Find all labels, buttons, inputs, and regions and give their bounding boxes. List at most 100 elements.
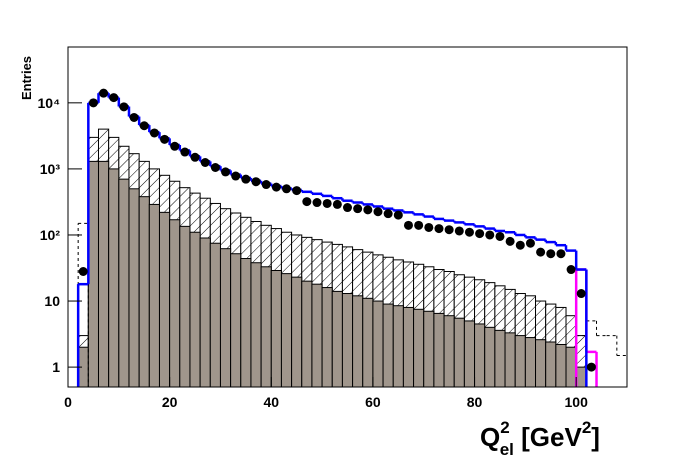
- x-tick-label: 40: [263, 394, 279, 410]
- filled-bar: [179, 225, 191, 387]
- plot-area: [76, 88, 627, 387]
- y-tick-label: 10: [44, 293, 60, 309]
- data-point: [210, 163, 220, 173]
- filled-bar: [97, 160, 110, 387]
- data-point: [536, 247, 546, 257]
- data-point: [495, 231, 505, 241]
- filled-bar: [433, 312, 445, 387]
- data-point: [88, 98, 98, 108]
- filled-bar: [392, 305, 404, 387]
- filled-bar: [240, 258, 252, 387]
- filled-bar: [199, 237, 211, 387]
- data-point: [332, 199, 342, 209]
- data-point: [373, 207, 383, 217]
- filled-bar: [413, 308, 425, 387]
- filled-bar: [108, 168, 120, 387]
- filled-bar: [260, 266, 272, 387]
- data-point: [221, 167, 231, 177]
- y-tick-label: 10²: [40, 227, 61, 243]
- data-point: [525, 238, 535, 248]
- data-point: [292, 186, 302, 196]
- filled-bar: [382, 303, 394, 387]
- filled-bar: [484, 326, 496, 387]
- filled-bar: [189, 231, 201, 387]
- data-point: [505, 236, 515, 246]
- x-axis-label: Q2 el [GeV2]: [480, 418, 600, 459]
- data-point: [139, 121, 149, 131]
- filled-bar: [494, 329, 506, 387]
- x-tick-label: 20: [162, 394, 178, 410]
- y-axis-label: Entries: [19, 56, 34, 100]
- x-tick-label: 60: [365, 394, 381, 410]
- x-tick-label: 0: [64, 394, 72, 410]
- x-label-part: 2: [500, 418, 509, 437]
- data-point: [353, 204, 363, 214]
- data-point: [312, 198, 322, 208]
- data-point: [414, 220, 424, 230]
- data-point: [556, 249, 566, 259]
- filled-bar: [138, 196, 150, 387]
- data-point: [464, 227, 474, 237]
- data-point: [271, 182, 281, 192]
- filled-bar: [372, 300, 384, 387]
- data-point: [485, 230, 495, 240]
- data-point: [363, 205, 373, 215]
- data-point: [251, 177, 261, 187]
- data-point: [444, 225, 454, 235]
- filled-bar: [555, 343, 567, 387]
- data-point: [129, 112, 139, 122]
- data-point: [261, 180, 271, 190]
- filled-bar: [230, 253, 242, 387]
- x-label-part: Q: [480, 422, 500, 452]
- y-tick-label: 1: [52, 359, 60, 375]
- data-point: [343, 203, 352, 213]
- y-tick-label: 10³: [40, 161, 61, 177]
- data-point: [241, 174, 251, 184]
- filled-bar: [209, 242, 221, 387]
- data-point: [383, 209, 393, 219]
- data-point: [200, 158, 210, 168]
- filled-bar: [514, 335, 526, 387]
- data-point: [434, 224, 444, 234]
- data-point: [424, 222, 434, 232]
- x-label-part: 2: [582, 418, 591, 437]
- data-point: [282, 184, 292, 194]
- filled-bar: [291, 276, 303, 387]
- filled-bar: [321, 287, 333, 387]
- filled-bar: [535, 339, 547, 387]
- filled-bar: [453, 317, 465, 387]
- data-point: [454, 226, 464, 236]
- data-point: [180, 147, 190, 157]
- filled-bar: [474, 323, 486, 387]
- data-point: [190, 152, 200, 162]
- filled-bar: [341, 293, 354, 387]
- x-label-part: ]: [591, 422, 600, 452]
- filled-bar: [270, 269, 282, 387]
- y-tick-label: 10⁴: [38, 95, 61, 111]
- x-label-part: el: [500, 440, 514, 459]
- filled-bar: [148, 203, 160, 387]
- data-point: [576, 289, 586, 299]
- filled-bar: [575, 366, 587, 387]
- filled-bar: [402, 306, 415, 387]
- filled-bar: [301, 280, 313, 387]
- data-point: [231, 171, 241, 181]
- filled-bar: [423, 310, 435, 387]
- filled-bar: [311, 283, 323, 387]
- filled-bar: [524, 337, 537, 387]
- filled-bar: [362, 297, 374, 387]
- data-point: [170, 141, 180, 151]
- x-tick-label: 80: [467, 394, 483, 410]
- filled-bar: [504, 332, 516, 387]
- filled-bar: [443, 315, 455, 387]
- filled-bar: [250, 262, 262, 387]
- filled-bar: [331, 290, 343, 387]
- filled-bar: [219, 248, 232, 387]
- filled-bar: [169, 219, 181, 387]
- x-label-part: [GeV: [514, 422, 583, 452]
- filled-bar: [545, 341, 557, 387]
- data-point: [566, 265, 576, 275]
- data-point: [109, 93, 119, 103]
- data-point: [586, 362, 596, 372]
